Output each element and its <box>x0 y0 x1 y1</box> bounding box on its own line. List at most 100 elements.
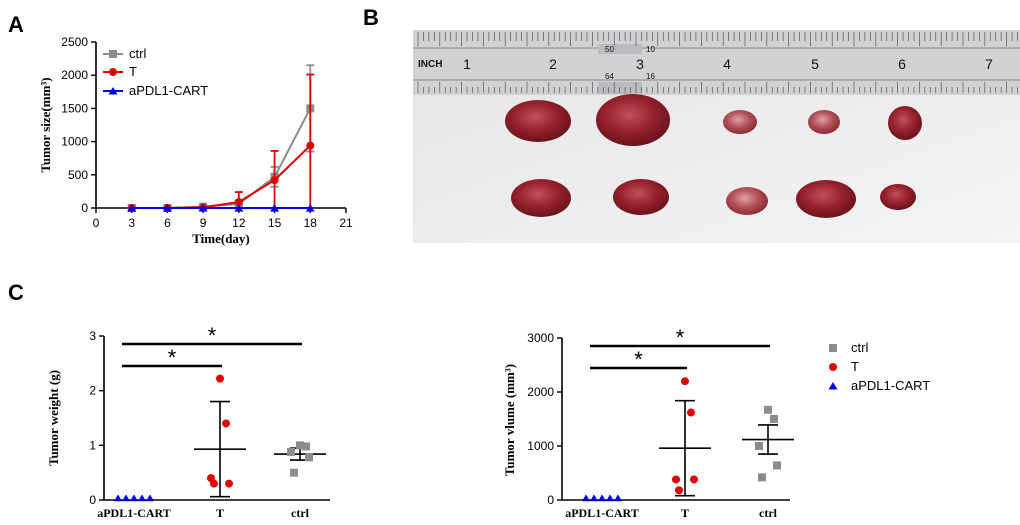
legend-a: ctrl T aPDL1-CART <box>103 46 208 98</box>
data-point-apdl1-cart <box>606 494 614 502</box>
x-tick-label: 9 <box>200 216 207 230</box>
data-point-t <box>306 141 315 150</box>
y-tick-label: 2000 <box>61 68 88 82</box>
data-point-apdl1-cart <box>582 494 590 502</box>
legend-c: ctrl T aPDL1-CART <box>828 340 930 393</box>
data-point-t <box>210 479 218 488</box>
ruler-number: 4 <box>723 56 731 72</box>
tumor-sample <box>596 94 670 146</box>
x-tick-label: 21 <box>339 216 353 230</box>
legend-dot-t <box>829 363 837 371</box>
x-tick-label: 15 <box>268 216 282 230</box>
category-label: aPDL1-CART <box>565 506 639 520</box>
x-tick-label: 6 <box>164 216 171 230</box>
x-tick-label: 3 <box>128 216 135 230</box>
y-tick-label: 2000 <box>527 385 554 399</box>
data-point-t <box>690 475 698 484</box>
data-point-ctrl <box>290 468 298 477</box>
category-label: T <box>681 506 689 520</box>
y-tick-label: 1500 <box>61 101 88 115</box>
legend-dot-t <box>109 68 117 76</box>
y-tick-label: 3000 <box>527 331 554 345</box>
legend-label-ctrl: ctrl <box>129 46 146 61</box>
ruler-number: 6 <box>898 56 906 72</box>
legend-label-cart: aPDL1-CART <box>129 83 208 98</box>
category-label: aPDL1-CART <box>97 506 171 520</box>
data-point-apdl1-cart <box>198 204 208 212</box>
legend-square-ctrl <box>829 344 837 352</box>
data-point-apdl1-cart <box>614 494 622 502</box>
ruler-number: 7 <box>985 56 993 72</box>
tumor-photo: INCH 1 2 3 4 5 6 7 50 10 64 16 <box>413 30 1020 243</box>
tumor-sample <box>888 106 922 140</box>
category-label: ctrl <box>291 506 310 520</box>
data-point-t <box>225 479 233 488</box>
data-point-t <box>672 475 680 484</box>
data-point-t <box>270 176 279 185</box>
data-point-ctrl <box>305 453 313 462</box>
data-point-apdl1-cart <box>305 204 315 212</box>
data-point-apdl1-cart <box>163 204 172 212</box>
x-tick-label: 0 <box>93 216 100 230</box>
y-tick-label: 2500 <box>61 35 88 49</box>
data-point-t <box>216 374 224 383</box>
tumor-sample <box>511 179 571 217</box>
data-point-apdl1-cart <box>114 494 122 502</box>
data-point-apdl1-cart <box>590 494 598 502</box>
data-point-apdl1-cart <box>270 204 279 212</box>
tumor-sample <box>726 187 768 215</box>
data-point-t <box>234 198 243 207</box>
legend-triangle-cart <box>108 87 118 95</box>
legend-label-t: T <box>129 64 137 79</box>
ruler-number: 3 <box>636 56 644 72</box>
data-point-ctrl <box>302 442 310 451</box>
ruler-small-label: 10 <box>646 45 655 54</box>
category-label: ctrl <box>759 506 778 520</box>
x-tick-label: 18 <box>304 216 318 230</box>
data-point-apdl1-cart <box>598 494 606 502</box>
significance-star: * <box>676 325 685 350</box>
data-point-apdl1-cart <box>146 494 154 502</box>
y-tick-label: 3 <box>89 329 96 343</box>
data-point-ctrl <box>773 461 781 470</box>
y-tick-label: 0 <box>547 493 554 507</box>
y-axis-label-c2: Tumor vlume (mm³) <box>502 364 517 476</box>
panel-label-c: C <box>8 280 24 305</box>
series-line-t <box>131 144 311 209</box>
y-tick-label: 0 <box>89 493 96 507</box>
category-label: T <box>216 506 224 520</box>
tumor-sample <box>808 110 840 134</box>
ruler-marker-top <box>598 44 642 54</box>
ruler-number: 1 <box>463 56 471 72</box>
x-tick-label: 12 <box>232 216 246 230</box>
y-axis-label-a: Tumor size(mm³) <box>38 77 53 172</box>
data-point-ctrl <box>770 415 778 423</box>
y-tick-label: 1000 <box>527 439 554 453</box>
data-point-apdl1-cart <box>127 204 137 212</box>
y-tick-label: 1000 <box>61 135 88 149</box>
significance-star: * <box>168 345 177 370</box>
significance-star: * <box>634 347 643 372</box>
series-line-ctrl <box>131 107 312 209</box>
y-axis-label-c1: Tumor weight (g) <box>46 370 61 466</box>
legend-label-ctrl: ctrl <box>851 340 868 355</box>
tumor-sample <box>505 100 571 142</box>
legend-square-ctrl <box>109 50 117 58</box>
legend-label-cart: aPDL1-CART <box>851 378 930 393</box>
y-tick-label: 0 <box>81 201 88 215</box>
legend-triangle-cart <box>828 382 838 390</box>
data-point-apdl1-cart <box>138 494 146 502</box>
ruler-ticks <box>417 32 1018 93</box>
data-point-ctrl <box>758 473 766 482</box>
ruler-number: 2 <box>549 56 557 72</box>
tumor-sample <box>723 110 757 134</box>
x-axis-label-a: Time(day) <box>192 231 250 246</box>
data-point-ctrl <box>755 442 763 450</box>
data-point-apdl1-cart <box>130 494 138 502</box>
data-point-ctrl <box>764 405 772 414</box>
data-point-apdl1-cart <box>234 204 244 212</box>
ruler-small-label: 16 <box>646 72 655 81</box>
ruler <box>413 30 1020 95</box>
